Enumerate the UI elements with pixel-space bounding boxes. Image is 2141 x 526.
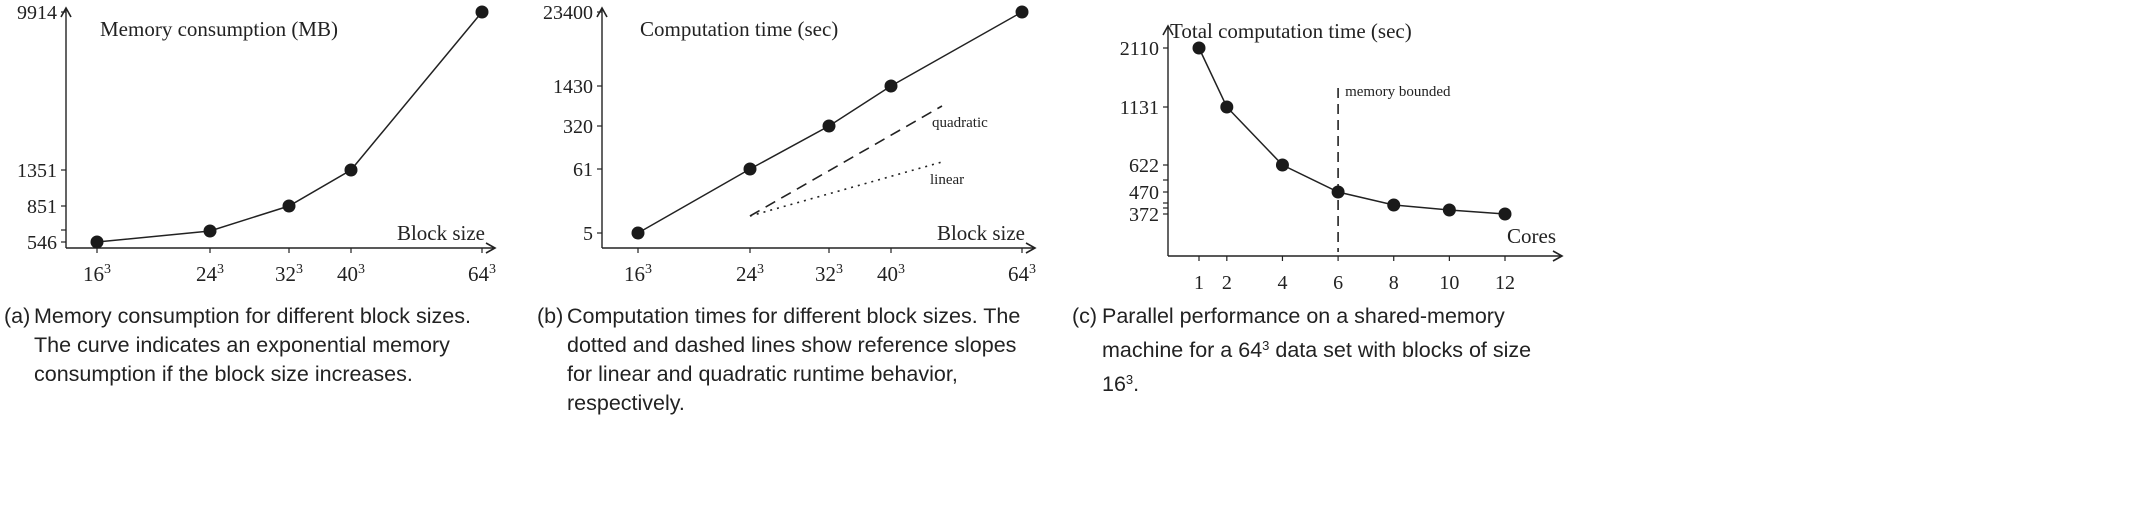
data-point [203,224,217,238]
data-point [884,79,898,93]
caption-c-label: (c) [1072,304,1098,328]
data-point [631,226,645,240]
x-tick-label: 6 [1333,272,1343,294]
caption-c-text: Parallel performance on a shared-memory … [1072,302,1542,399]
data-point [1331,185,1345,199]
linear-reference-line [749,161,943,217]
series-line [1198,47,1506,215]
caption-c-text-after: . [1133,372,1140,396]
axis-arrowhead [1162,24,1174,36]
x-axis-label: Cores [1507,224,1556,248]
y-tick-label: 851 [27,196,57,218]
y-tick-label: 61 [573,159,593,181]
data-point [1275,158,1289,172]
caption-a-label: (a) [4,304,31,328]
y-tick-label: 2110 [1120,38,1159,60]
data-point [282,199,296,213]
data-point [1442,203,1456,217]
x-tick-label: 243 [736,262,764,286]
data-point [90,235,104,249]
linear-reference-label: linear [930,172,964,188]
axis-arrowhead [485,242,497,254]
chart-panel-a: Memory consumption (MB) Block size 9914 135… [17,2,497,286]
caption-b-label: (b) [537,304,564,328]
quadratic-reference-label: quadratic [932,115,988,131]
x-tick-label: 4 [1277,272,1287,294]
data-point [344,163,358,177]
y-tick-label: 1430 [553,76,593,98]
y-tick-label: 470 [1129,182,1159,204]
axis-arrowhead [1025,242,1037,254]
data-point [1387,198,1401,212]
x-tick-label: 163 [624,262,652,286]
quadratic-reference-line [749,105,943,217]
data-point [1192,41,1206,55]
data-point [743,162,757,176]
chart-title: Total computation time (sec) [1170,19,1412,43]
caption-c-exp: 3 [1262,338,1270,353]
x-tick-label: 163 [83,262,111,286]
y-tick-label: 5 [583,223,593,245]
chart-title: Memory consumption (MB) [100,17,338,41]
axis-arrowhead [596,6,608,18]
x-tick-label: 12 [1495,272,1515,294]
data-point [1498,207,1512,221]
y-tick-label: 546 [27,232,57,254]
x-tick-label: 323 [815,262,843,286]
caption-a-text: Memory consumption for different block s… [34,304,471,386]
axis-arrowhead [1552,250,1564,262]
x-tick-label: 2 [1222,272,1232,294]
x-axis-label: Block size [937,221,1025,245]
chart-panel-c: Total computation time (sec)Cores2110113… [1120,19,1564,294]
y-tick-label: 320 [563,116,593,138]
x-axis-label: Block size [397,221,485,245]
data-point [822,119,836,133]
caption-b-text: Computation times for different block si… [567,304,1021,415]
x-tick-label: 403 [337,262,365,286]
data-point [1015,5,1029,19]
x-tick-label: 403 [877,262,905,286]
data-point [475,5,489,19]
y-tick-label: 23400 [543,2,593,24]
figure-canvas: Memory consumption (MB) Block size 9914 135… [17,2,1564,294]
y-tick-label: 1351 [17,160,57,182]
x-tick-label: 243 [196,262,224,286]
caption-c-text-middle: data set with blocks of size [1269,338,1532,362]
x-tick-label: 10 [1439,272,1459,294]
x-tick-label: 1 [1194,272,1204,294]
y-tick-label: 372 [1129,204,1159,226]
x-tick-label: 323 [275,262,303,286]
data-point [1220,100,1234,114]
caption-c-base: 64 [1238,338,1263,362]
x-tick-label: 8 [1389,272,1399,294]
memory-bounded-label: memory bounded [1345,84,1451,100]
chart-panel-b: Computation time (sec) Block size 23400 143… [543,2,1037,286]
caption-b: (b) Computation times for different bloc… [537,302,1047,418]
chart-title: Computation time (sec) [640,17,838,41]
x-tick-label: 643 [468,262,496,286]
y-tick-label: 1131 [1120,97,1159,119]
x-tick-label: 643 [1008,262,1036,286]
axis-arrowhead [60,6,72,18]
y-tick-label: 9914 [17,2,57,24]
caption-c-base2: 16 [1102,372,1126,396]
caption-c-exp2: 3 [1125,372,1134,387]
caption-a: (a) Memory consumption for different blo… [4,302,509,389]
caption-c: (c) Parallel performance on a shared-mem… [1072,302,1542,399]
caption-c-text-before: Parallel performance on a shared-memory … [1102,304,1505,362]
y-tick-label: 622 [1129,155,1159,177]
